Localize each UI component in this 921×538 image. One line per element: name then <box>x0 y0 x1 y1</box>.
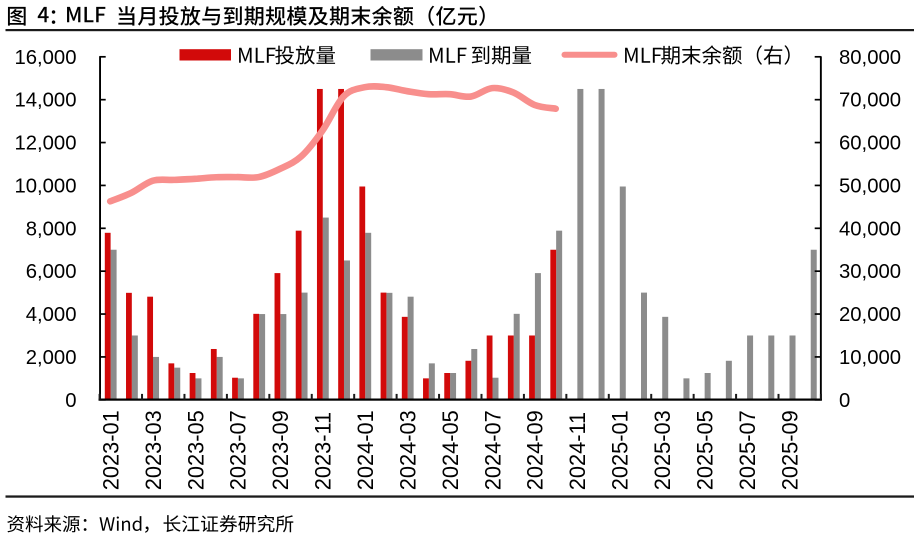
svg-text:0: 0 <box>839 390 850 412</box>
svg-text:2023-03: 2023-03 <box>141 410 166 490</box>
svg-text:2024-11: 2024-11 <box>565 412 590 490</box>
svg-text:8,000: 8,000 <box>26 218 77 240</box>
svg-text:30,000: 30,000 <box>839 261 901 283</box>
svg-text:2023-11: 2023-11 <box>311 412 336 490</box>
svg-text:2024-03: 2024-03 <box>395 410 420 490</box>
svg-text:2025-01: 2025-01 <box>608 410 633 490</box>
svg-text:2023-09: 2023-09 <box>268 410 293 490</box>
svg-text:0: 0 <box>65 390 76 412</box>
svg-text:2025-03: 2025-03 <box>650 410 675 490</box>
svg-text:2025-09: 2025-09 <box>777 410 802 490</box>
svg-text:6,000: 6,000 <box>26 261 77 283</box>
svg-text:2024-01: 2024-01 <box>353 410 378 490</box>
svg-text:10,000: 10,000 <box>14 175 76 197</box>
svg-text:40,000: 40,000 <box>839 218 901 240</box>
svg-text:10,000: 10,000 <box>839 347 901 369</box>
svg-text:16,000: 16,000 <box>14 47 76 69</box>
svg-text:14,000: 14,000 <box>14 90 76 112</box>
svg-text:2023-07: 2023-07 <box>226 410 251 490</box>
svg-text:20,000: 20,000 <box>839 304 901 326</box>
svg-text:2024-09: 2024-09 <box>523 410 548 490</box>
svg-text:2024-05: 2024-05 <box>438 410 463 490</box>
svg-text:2024-07: 2024-07 <box>480 410 505 490</box>
svg-text:70,000: 70,000 <box>839 90 901 112</box>
svg-text:50,000: 50,000 <box>839 175 901 197</box>
svg-text:80,000: 80,000 <box>839 47 901 69</box>
svg-text:2023-01: 2023-01 <box>98 410 123 490</box>
svg-text:4,000: 4,000 <box>26 304 77 326</box>
svg-text:60,000: 60,000 <box>839 133 901 155</box>
svg-text:12,000: 12,000 <box>14 133 76 155</box>
svg-text:2,000: 2,000 <box>26 347 77 369</box>
svg-text:2025-07: 2025-07 <box>735 410 760 490</box>
svg-text:2025-05: 2025-05 <box>692 410 717 490</box>
svg-text:2023-05: 2023-05 <box>183 410 208 490</box>
